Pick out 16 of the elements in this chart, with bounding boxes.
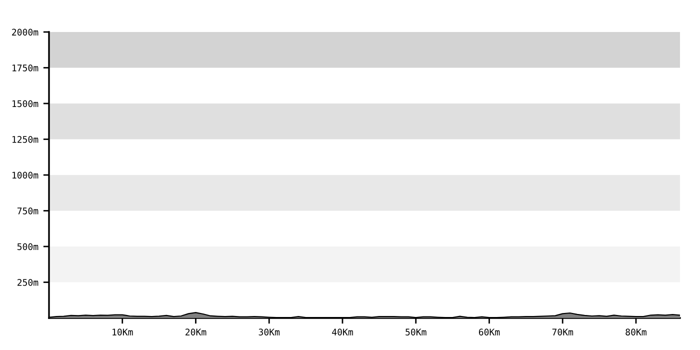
- x-tick-label: 40Km: [332, 328, 353, 336]
- y-tick-label: 750m: [17, 208, 38, 214]
- y-tick-label: 2000m: [12, 28, 38, 36]
- x-tick-label: 80Km: [626, 328, 646, 336]
- x-tick-label: 60Km: [478, 328, 500, 336]
- x-tick-label: 20Km: [186, 328, 206, 336]
- y-tick-label: 500m: [17, 243, 38, 250]
- y-tick-label: 1750m: [12, 64, 38, 72]
- x-tick-label: 70Km: [552, 328, 574, 336]
- x-tick-label: 50Km: [406, 328, 426, 336]
- x-tick-label: 10Km: [112, 328, 133, 336]
- y-tick-label: 1250m: [12, 136, 38, 143]
- x-tick-label: 30Km: [258, 328, 280, 336]
- y-tick-label: 250m: [18, 279, 38, 286]
- y-tick-label: 1500m: [12, 100, 38, 108]
- y-tick-label: 1000m: [12, 172, 38, 179]
